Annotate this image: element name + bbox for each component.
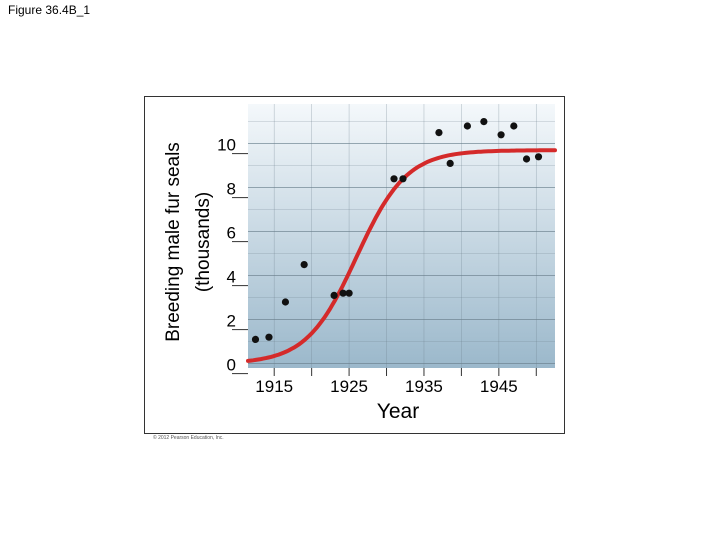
data-point: [345, 289, 353, 297]
data-point: [390, 175, 398, 183]
data-point: [534, 153, 543, 161]
y-axis-ticks: 0 2 4 6 8 10: [217, 136, 248, 375]
x-tick-label: 1935: [405, 377, 443, 396]
y-tick-label: 10: [217, 136, 236, 155]
slide-title: Figure 36.4B_1: [8, 3, 91, 17]
y-tick-label: 8: [227, 180, 236, 199]
data-point: [510, 122, 518, 130]
data-point: [251, 335, 260, 343]
data-points: [251, 118, 543, 343]
data-point: [265, 333, 273, 341]
x-tick-label: 1945: [480, 377, 518, 396]
data-point: [281, 298, 290, 306]
x-tick-label: 1915: [255, 377, 293, 396]
data-point: [435, 129, 443, 137]
data-point: [497, 131, 505, 139]
y-tick-label: 6: [227, 224, 236, 243]
y-tick-label: 0: [227, 356, 236, 375]
data-point: [463, 122, 471, 130]
x-tick-label: 1925: [330, 377, 368, 396]
copyright-notice: © 2012 Pearson Education, Inc.: [153, 435, 224, 441]
data-point: [330, 291, 338, 299]
data-point: [480, 118, 488, 126]
data-point: [522, 155, 531, 163]
data-point: [446, 159, 454, 167]
y-axis-label-units: (thousands): [193, 192, 214, 292]
y-axis-label: Breeding male fur seals: [163, 142, 184, 342]
y-tick-label: 4: [227, 268, 236, 287]
data-point: [399, 175, 407, 183]
data-point: [300, 261, 308, 269]
x-axis-label: Year: [377, 400, 419, 423]
y-tick-label: 2: [227, 312, 236, 331]
plot-area: [248, 104, 555, 368]
data-point: [339, 289, 347, 297]
grid-lines: [248, 104, 555, 368]
x-axis-ticks: 1915 1925 1935 1945: [255, 368, 537, 396]
